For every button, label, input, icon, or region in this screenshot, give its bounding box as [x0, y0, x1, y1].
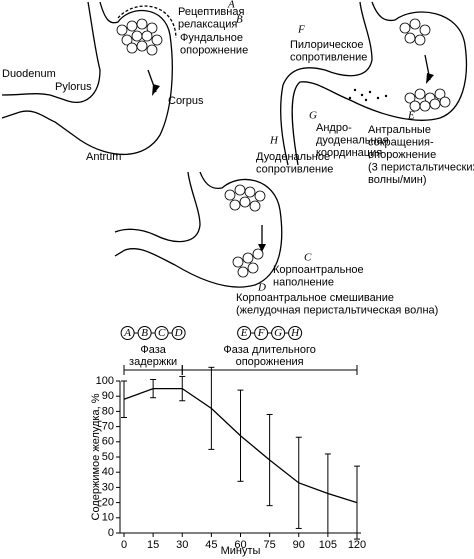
- diagram-label: B: [236, 14, 243, 26]
- diagram-label: релаксация: [178, 18, 237, 30]
- y-tick-label: 100: [96, 375, 114, 387]
- letter-circle: [120, 326, 135, 340]
- phase-label: Фаза: [140, 344, 166, 356]
- phase-letter: B: [141, 327, 148, 339]
- phase-label: Фаза длительного: [223, 344, 315, 356]
- y-tick-label: 80: [102, 405, 114, 417]
- diagram-label: наполнение: [273, 276, 334, 288]
- phase-letter: E: [240, 327, 248, 339]
- diagram-label: Duodenum: [2, 68, 56, 80]
- phase-letter: D: [174, 327, 183, 339]
- phase-letter: F: [257, 327, 265, 339]
- y-axis-label: Содержимое желудка, %: [90, 393, 102, 520]
- y-tick-label: 60: [102, 436, 114, 448]
- phase-letter: C: [158, 327, 166, 339]
- diagram-label: волны/мин): [368, 174, 427, 186]
- letter-circle: [154, 326, 169, 340]
- diagram-label: Антральные: [368, 124, 431, 136]
- x-tick-label: 90: [293, 539, 305, 551]
- x-axis-label: Минуты: [221, 545, 261, 557]
- diagram-label: сопротивление: [256, 163, 333, 175]
- diagram-label: Фундальное: [180, 32, 243, 44]
- letter-circle: [254, 326, 269, 340]
- diagram-label: Корпоантральное: [273, 264, 364, 276]
- y-tick-label: 70: [102, 421, 114, 433]
- diagram-label: H: [269, 135, 279, 147]
- diagram-label: Дуоденальное: [256, 151, 330, 163]
- stomach-drawings: [1, 1, 468, 288]
- diagram-label: Пилорическое: [290, 39, 364, 51]
- x-tick-label: 0: [121, 539, 127, 551]
- diagram-label: сокращения-: [368, 136, 434, 148]
- x-tick-label: 120: [348, 539, 366, 551]
- y-tick-label: 50: [102, 451, 114, 463]
- letter-circle: [271, 326, 286, 340]
- diagram-label: D: [257, 282, 266, 294]
- diagram-label: Корпоантральное смешивание: [236, 292, 394, 304]
- diagram-label: Андро-: [316, 122, 352, 134]
- letter-circle: [288, 326, 303, 340]
- phase-letter: H: [290, 327, 300, 339]
- y-tick-label: 40: [102, 466, 114, 478]
- letter-circle: [171, 326, 186, 340]
- diagram-label: (желудочная перистальтическая волна): [236, 304, 438, 316]
- x-tick-label: 75: [264, 539, 276, 551]
- x-tick-label: 45: [205, 539, 217, 551]
- x-tick-label: 15: [147, 539, 159, 551]
- diagram-label: Рецептивная: [178, 6, 244, 18]
- diagram-label: A: [227, 0, 235, 11]
- x-tick-label: 60: [234, 539, 246, 551]
- phase-letter: A: [123, 327, 131, 339]
- diagram-label: опорожнение: [368, 149, 436, 161]
- diagram-label: Antrum: [86, 151, 121, 163]
- y-tick-label: 20: [102, 497, 114, 509]
- phase-label: задержки: [129, 356, 177, 368]
- diagram-label: сопротивление: [290, 51, 367, 63]
- diagram-label: Corpus: [168, 95, 204, 107]
- x-tick-label: 30: [176, 539, 188, 551]
- diagram-label: опорожнение: [180, 44, 248, 56]
- y-tick-label: 0: [108, 527, 114, 539]
- diagram-label: F: [297, 24, 305, 36]
- phase-letter: G: [274, 327, 282, 339]
- y-tick-label: 30: [102, 481, 114, 493]
- y-tick-label: 90: [102, 390, 114, 402]
- diagram-label: Pylorus: [55, 81, 92, 93]
- diagram-label: дуоденальная: [316, 134, 389, 146]
- x-tick-label: 105: [319, 539, 337, 551]
- diagram-label: координация: [316, 147, 382, 159]
- y-tick-label: 10: [102, 512, 114, 524]
- letter-circle: [137, 326, 152, 340]
- diagram-label: (3 перистальтических: [368, 161, 474, 173]
- diagram-label: E: [407, 110, 415, 122]
- letter-circle: [237, 326, 252, 340]
- diagram-label: G: [309, 110, 317, 122]
- phase-label: опорожнения: [236, 356, 304, 368]
- diagram-label: C: [304, 252, 312, 264]
